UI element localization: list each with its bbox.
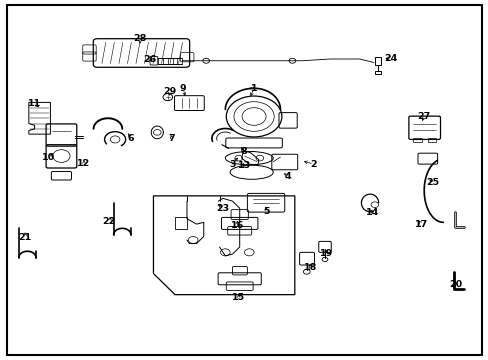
- Text: 25: 25: [425, 178, 438, 187]
- Text: 15: 15: [232, 293, 245, 302]
- Text: 12: 12: [77, 158, 90, 167]
- Text: 9: 9: [180, 85, 186, 94]
- Text: 26: 26: [142, 55, 156, 64]
- Text: 23: 23: [216, 204, 229, 213]
- Bar: [427, 138, 435, 142]
- Text: 6: 6: [127, 134, 134, 143]
- Text: 19: 19: [320, 249, 333, 258]
- Text: 28: 28: [133, 34, 146, 43]
- Text: 27: 27: [417, 112, 430, 121]
- Text: 11: 11: [28, 99, 41, 108]
- Text: 5: 5: [262, 207, 269, 216]
- Bar: [374, 57, 380, 65]
- Text: 29: 29: [163, 87, 177, 96]
- Text: 16: 16: [230, 221, 244, 230]
- Text: 2: 2: [310, 159, 317, 168]
- Text: 13: 13: [238, 161, 250, 170]
- Text: 17: 17: [414, 220, 427, 229]
- Text: 20: 20: [448, 280, 461, 289]
- Text: 7: 7: [168, 134, 175, 143]
- Text: 1: 1: [250, 84, 257, 93]
- Text: 10: 10: [41, 153, 55, 162]
- Text: 24: 24: [383, 54, 396, 63]
- Text: 3: 3: [229, 159, 235, 168]
- Text: 18: 18: [304, 263, 317, 272]
- Bar: [374, 71, 380, 74]
- Text: 21: 21: [19, 233, 32, 242]
- Text: 4: 4: [284, 172, 290, 181]
- Text: 14: 14: [366, 208, 379, 217]
- Bar: [175, 217, 186, 229]
- Text: 22: 22: [102, 217, 116, 226]
- Bar: [412, 138, 421, 142]
- Text: 8: 8: [240, 147, 246, 156]
